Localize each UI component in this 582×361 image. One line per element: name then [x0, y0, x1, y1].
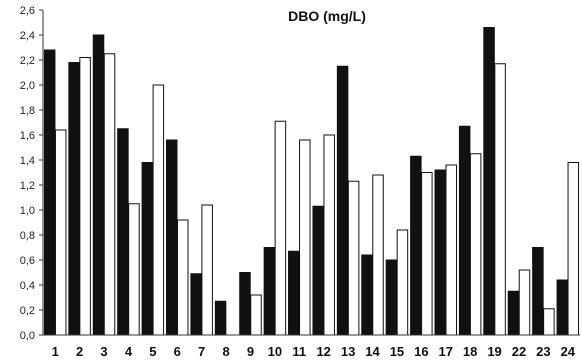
y-tick-label: 2,6 — [20, 5, 35, 17]
x-tick-label: 22 — [512, 344, 526, 359]
bar-series-2 — [201, 204, 213, 336]
bar-series-1 — [263, 247, 276, 336]
bar-series-1 — [483, 27, 495, 336]
bar-series-1 — [361, 254, 373, 336]
bar-series-1 — [312, 205, 324, 336]
x-tick-label: 18 — [463, 344, 477, 359]
bar-series-2 — [299, 139, 311, 336]
bar-series-1 — [458, 125, 471, 336]
bar-series-2 — [274, 120, 287, 336]
y-tick-label: 1,0 — [20, 205, 35, 217]
bar-series-1 — [434, 169, 446, 336]
bar-series-1 — [410, 155, 422, 336]
bar-series-2 — [152, 84, 165, 336]
y-tick-label: 0,0 — [20, 330, 35, 342]
y-tick-label: 1,6 — [20, 130, 35, 142]
x-tick-label: 12 — [316, 344, 330, 359]
x-tick-label: 8 — [222, 344, 229, 359]
y-tick-label: 0,8 — [20, 230, 35, 242]
bar-series-2 — [128, 203, 140, 336]
bar-series-1 — [92, 34, 105, 336]
x-tick-label: 24 — [561, 344, 576, 359]
bar-series-2 — [494, 63, 506, 336]
bar-series-2 — [103, 53, 116, 336]
x-tick-label: 9 — [247, 344, 254, 359]
bar-series-1 — [141, 162, 154, 336]
bar-series-1 — [190, 273, 202, 336]
x-tick-label: 2 — [76, 344, 83, 359]
y-tick-label: 2,2 — [20, 55, 35, 67]
x-tick-label: 3 — [100, 344, 107, 359]
x-tick-label: 16 — [414, 344, 428, 359]
y-tick-label: 0,6 — [20, 255, 35, 267]
y-tick-label: 1,2 — [20, 180, 35, 192]
bar-series-2 — [347, 180, 360, 336]
x-tick-label: 11 — [292, 344, 306, 359]
x-tick-label: 13 — [341, 344, 355, 359]
bar-series-1 — [507, 290, 520, 336]
y-tick-label: 2,4 — [20, 30, 35, 42]
y-tick-label: 1,4 — [20, 155, 35, 167]
x-tick-label: 4 — [125, 344, 133, 359]
bar-series-1 — [166, 139, 178, 336]
bar-series-2 — [54, 129, 67, 336]
bar-series-2 — [323, 134, 335, 336]
bar-series-1 — [214, 300, 227, 336]
x-axis: 1 2 3 4 5 6 7 8 9 10 11 12 13 14 15 16 17 18 19 22 23 24 — [43, 334, 580, 359]
chart-title: DBO (mg/L) — [288, 8, 366, 24]
bar-series-1 — [336, 65, 349, 336]
bar-series-2 — [421, 172, 433, 336]
bar-series-1 — [385, 259, 398, 336]
bar-series-2 — [372, 174, 384, 336]
bar-series-2 — [543, 308, 555, 336]
x-tick-label: 14 — [365, 344, 380, 359]
y-tick-label: 1,8 — [20, 105, 35, 117]
bar-series-2 — [567, 162, 580, 336]
bar-series-1 — [68, 62, 80, 336]
y-tick-label: 0,4 — [20, 280, 35, 292]
x-tick-label: 5 — [149, 344, 156, 359]
x-tick-label: 23 — [536, 344, 550, 359]
bar-series-1 — [239, 272, 251, 336]
bar-series-2 — [396, 229, 409, 336]
bar-series-1 — [288, 250, 300, 336]
bar-series-1 — [532, 247, 544, 336]
x-tick-label: 10 — [268, 344, 282, 359]
bar-series-2 — [469, 153, 482, 336]
y-tick-label: 2,0 — [20, 80, 35, 92]
x-tick-label: 7 — [198, 344, 205, 359]
bar-series-1 — [43, 49, 56, 336]
bars-group — [43, 27, 580, 336]
y-tick-label: 0,2 — [20, 305, 35, 317]
x-tick-label: 6 — [174, 344, 181, 359]
bar-series-2 — [177, 219, 189, 336]
x-tick-label: 1 — [52, 344, 59, 359]
bar-series-2 — [250, 294, 262, 336]
bar-series-2 — [518, 269, 531, 336]
bar-series-2 — [445, 164, 457, 336]
bar-series-1 — [556, 279, 569, 336]
bar-series-2 — [79, 57, 91, 336]
x-tick-label: 15 — [390, 344, 404, 359]
bar-series-1 — [117, 128, 129, 336]
x-tick-label: 19 — [487, 344, 501, 359]
y-axis: 0,0 0,2 0,4 0,6 0,8 1,0 1,2 1,4 1,6 1,8 2,0 2,2 2,4 2… — [20, 5, 44, 342]
x-tick-label: 17 — [439, 344, 453, 359]
